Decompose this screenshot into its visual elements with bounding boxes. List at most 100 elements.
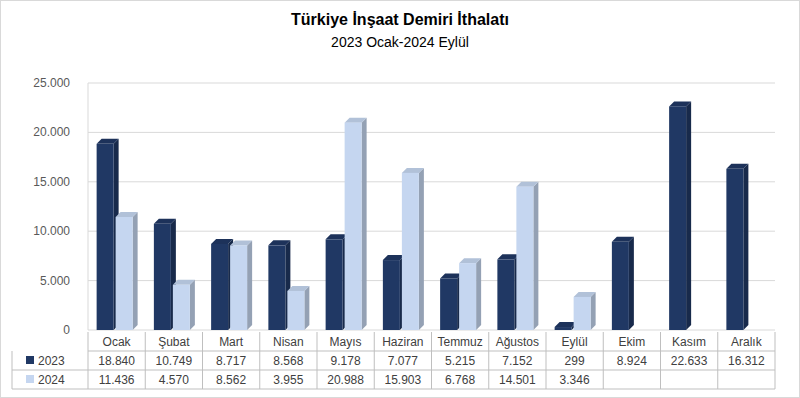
chart-background (1, 1, 800, 398)
bar-side (686, 101, 691, 330)
bar (555, 322, 577, 330)
bar-front (402, 173, 419, 330)
bar (402, 168, 424, 330)
bar-top (726, 164, 748, 169)
table-value: 8.717 (216, 354, 246, 368)
table-value: 9.178 (331, 354, 361, 368)
table-value: 4.570 (159, 373, 189, 387)
bar-top (230, 240, 252, 245)
table-value: 7.152 (502, 354, 532, 368)
x-tick-label: Ağustos (496, 335, 539, 349)
bar-side (533, 182, 538, 330)
table-value: 11.436 (99, 373, 135, 387)
table-col-line (488, 332, 489, 389)
table-value: 8.568 (273, 354, 303, 368)
table-col-line (12, 351, 13, 389)
table-col-line (88, 332, 89, 389)
y-tick-label: 15.000 (33, 175, 70, 189)
bar-side (133, 212, 138, 330)
bars (97, 101, 749, 330)
table-value: 3.346 (560, 373, 590, 387)
bar-side (591, 292, 596, 330)
bar (383, 255, 405, 330)
bar-side (629, 237, 634, 330)
grid-line (88, 83, 775, 84)
bar-top (211, 239, 233, 244)
chart-container: Türkiye İnşaat Demiri İthalatı2023 Ocak-… (0, 0, 800, 398)
bar-front (230, 245, 247, 330)
bar-front (345, 123, 362, 330)
bar-front (516, 187, 533, 330)
bar-side (743, 164, 748, 330)
bar-top (555, 322, 577, 327)
bar-top (97, 139, 119, 144)
legend-key (26, 375, 34, 383)
bar-front (612, 242, 629, 330)
bar (97, 139, 119, 330)
bar-top (326, 234, 348, 239)
bar-side (304, 286, 309, 330)
table-col-line (374, 332, 375, 389)
bar (268, 240, 290, 330)
y-tick-label: 5.000 (40, 274, 70, 288)
bar-top (383, 255, 405, 260)
bar-top (154, 219, 176, 224)
legend-label: 2024 (38, 373, 65, 387)
y-axis-line (88, 83, 89, 330)
bar-side (190, 280, 195, 330)
x-tick-label: Kasım (672, 335, 706, 349)
bar-top (497, 254, 519, 259)
table-value: 5.215 (445, 354, 475, 368)
table-col-line (775, 332, 776, 389)
bar (287, 286, 309, 330)
bar-top (345, 118, 367, 123)
table-value: 7.077 (388, 354, 418, 368)
bar-top (173, 280, 195, 285)
bar-front (287, 291, 304, 330)
bar-top (574, 292, 596, 297)
bar (459, 258, 481, 330)
y-tick-label: 10.000 (33, 224, 70, 238)
bar (173, 280, 195, 330)
table-col-line (660, 332, 661, 389)
bar (612, 237, 634, 330)
y-tick-label: 0 (63, 323, 70, 337)
bar (211, 239, 233, 330)
bar-side (362, 118, 367, 330)
table-col-line (317, 332, 318, 389)
x-tick-label: Aralık (731, 335, 763, 349)
bar-top (116, 212, 138, 217)
y-tick-label: 20.000 (33, 125, 70, 139)
x-tick-label: Şubat (158, 335, 190, 349)
table-value: 22.633 (671, 354, 708, 368)
bar-front (383, 260, 400, 330)
bar-front (173, 285, 190, 330)
bar-front (116, 217, 133, 330)
bar-side (476, 258, 481, 330)
table-col-line (431, 332, 432, 389)
bar (669, 101, 691, 330)
table-value: 299 (565, 354, 585, 368)
x-tick-label: Nisan (273, 335, 304, 349)
chart-subtitle: 2023 Ocak-2024 Eylül (331, 34, 469, 50)
x-tick-label: Haziran (382, 335, 423, 349)
table-value: 8.924 (617, 354, 647, 368)
table-value: 3.955 (273, 373, 303, 387)
bar-front (268, 245, 285, 330)
table-value: 20.988 (327, 373, 364, 387)
x-tick-label: Mart (219, 335, 244, 349)
bar (326, 234, 348, 330)
table-col-line (717, 332, 718, 389)
x-tick-label: Ekim (619, 335, 646, 349)
bar-top (669, 101, 691, 106)
x-tick-label: Ocak (103, 335, 132, 349)
table-value: 8.562 (216, 373, 246, 387)
x-tick-label: Eylül (562, 335, 588, 349)
bar-front (211, 244, 228, 330)
table-value: 14.501 (499, 373, 536, 387)
bar-front (669, 106, 686, 330)
table-col-line (603, 332, 604, 389)
bar (574, 292, 596, 330)
bar (345, 118, 367, 330)
bar-top (287, 286, 309, 291)
